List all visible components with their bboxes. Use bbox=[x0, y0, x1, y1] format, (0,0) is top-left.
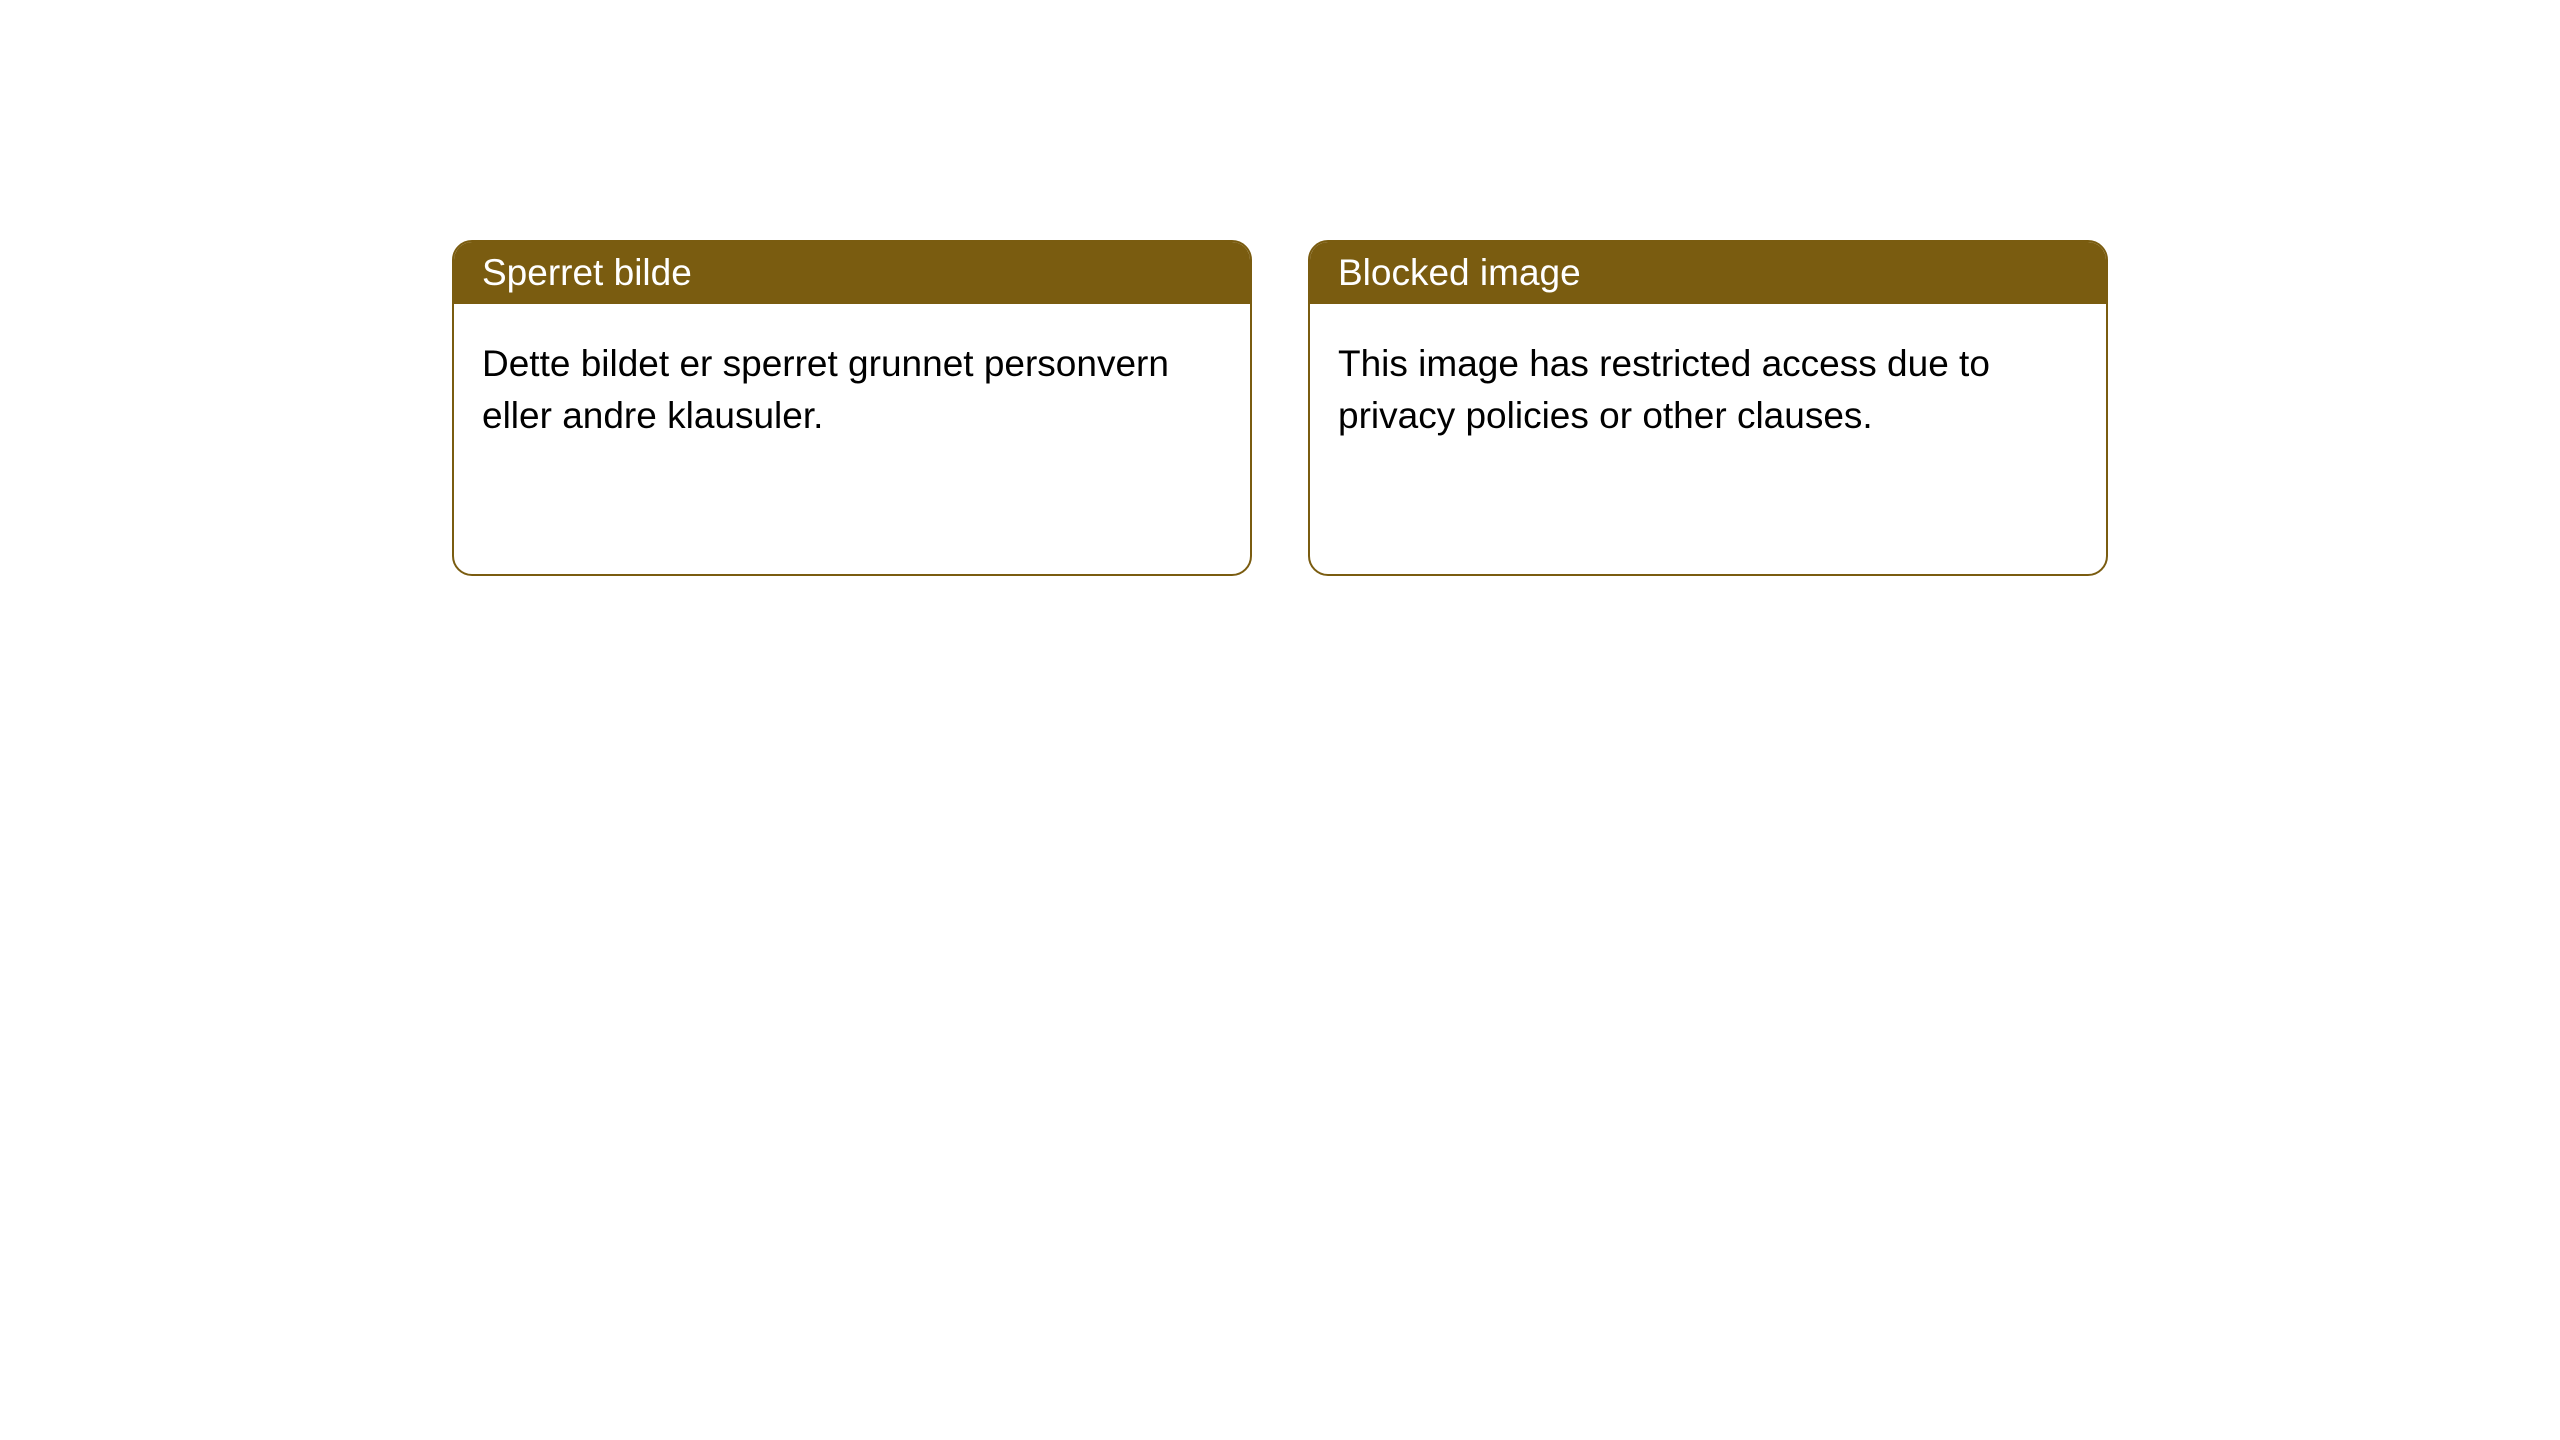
notice-header: Blocked image bbox=[1310, 242, 2106, 304]
notice-card-english: Blocked image This image has restricted … bbox=[1308, 240, 2108, 576]
notice-body: Dette bildet er sperret grunnet personve… bbox=[454, 304, 1250, 476]
notice-container: Sperret bilde Dette bildet er sperret gr… bbox=[452, 240, 2108, 576]
notice-card-norwegian: Sperret bilde Dette bildet er sperret gr… bbox=[452, 240, 1252, 576]
notice-body: This image has restricted access due to … bbox=[1310, 304, 2106, 476]
notice-header: Sperret bilde bbox=[454, 242, 1250, 304]
